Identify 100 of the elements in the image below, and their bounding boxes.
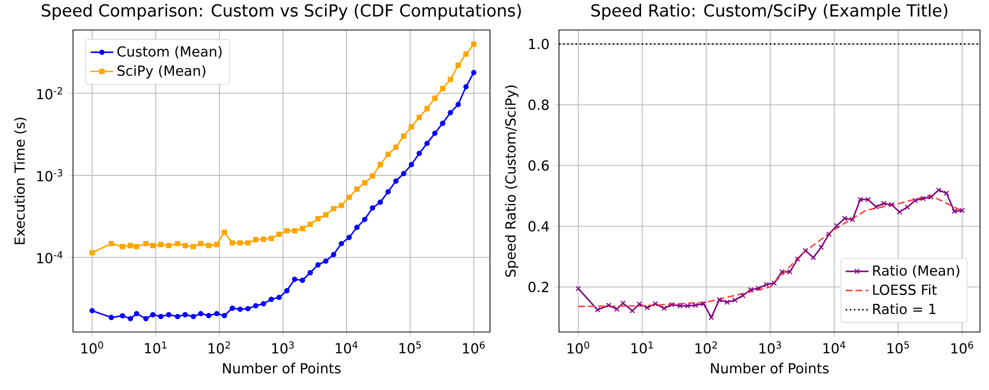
point (740, 292, 746, 298)
point (416, 114, 422, 120)
point (771, 280, 777, 286)
point (652, 301, 658, 306)
legend-label: SciPy (Mean) (118, 65, 206, 79)
point (802, 248, 808, 254)
x-tick-label: 10$^{6}$ (463, 341, 485, 354)
point (253, 303, 258, 308)
point (214, 242, 220, 248)
x-tick-label: 10$^{1}$ (145, 341, 166, 354)
point (190, 244, 196, 250)
point (198, 310, 204, 316)
point (354, 186, 360, 192)
y-axis-title: Speed Ratio (Custom/SciPy) (504, 86, 518, 277)
point (928, 194, 934, 200)
point (834, 222, 840, 228)
x-tick-label: 10$^{0}$ (568, 341, 590, 354)
point (810, 254, 816, 260)
chart-title: Speed Comparison: Custom vs SciPy (CDF Computations) (42, 4, 521, 20)
point (865, 196, 871, 202)
point (826, 231, 832, 237)
point (850, 216, 856, 222)
point (936, 187, 942, 193)
point (959, 208, 965, 214)
point (315, 216, 321, 222)
point (471, 70, 476, 76)
point (300, 226, 306, 232)
point (230, 240, 235, 246)
point (120, 313, 126, 318)
point (174, 240, 180, 246)
chart-title: Speed Ratio: Custom/SciPy (Example Title) (591, 4, 948, 20)
point (245, 306, 251, 312)
point (370, 205, 376, 211)
legend-label: LOESS Fit (873, 284, 937, 295)
point (370, 173, 376, 179)
point (276, 294, 282, 300)
x-tick-label: 10$^{3}$ (760, 341, 782, 354)
point (606, 302, 612, 308)
point (346, 194, 352, 200)
point (315, 262, 321, 268)
point (756, 286, 762, 291)
point (346, 234, 352, 240)
point (245, 240, 251, 246)
legend-label: Ratio = 1 (873, 303, 936, 314)
point (896, 209, 902, 215)
x-tick-label: 10$^{5}$ (399, 341, 421, 354)
point (424, 106, 430, 112)
point (206, 242, 212, 248)
point (300, 278, 306, 283)
x-tick-label: 10$^{0}$ (81, 341, 104, 354)
point (794, 256, 800, 262)
point (732, 297, 738, 303)
point (206, 312, 212, 318)
point (158, 314, 164, 320)
x-tick-label: 10$^{6}$ (951, 341, 974, 354)
point (182, 312, 188, 318)
point (700, 301, 706, 306)
point (669, 302, 675, 308)
point (284, 228, 290, 234)
point (143, 316, 149, 322)
y-tick-label: 0.8 (528, 99, 549, 110)
point (323, 212, 328, 218)
point (174, 314, 180, 320)
point (424, 140, 430, 146)
legend-label: Custom (Mean) (117, 46, 222, 58)
point (166, 312, 172, 318)
x-tick-label: 10$^{4}$ (823, 341, 846, 354)
point (944, 190, 950, 196)
point (308, 270, 313, 276)
point (150, 242, 156, 248)
point (385, 189, 391, 194)
point (401, 133, 406, 139)
point (716, 297, 722, 302)
point (416, 150, 422, 156)
y-tick-label: 10$^{-3}$ (37, 169, 62, 182)
point (456, 62, 461, 68)
y-tick-label: 0.2 (528, 282, 548, 292)
point (222, 230, 228, 235)
point (912, 198, 918, 204)
x-tick-label: 10$^{2}$ (696, 341, 717, 354)
point (873, 204, 879, 210)
point (888, 202, 894, 208)
point (440, 86, 446, 92)
point (253, 237, 258, 242)
x-tick-label: 10$^{1}$ (632, 341, 653, 354)
point (150, 312, 156, 318)
point (677, 303, 683, 309)
point (128, 242, 134, 248)
y-tick-label: 1.0 (529, 38, 549, 50)
point (952, 208, 958, 214)
point (858, 196, 864, 202)
point (401, 170, 406, 176)
point (230, 306, 235, 311)
point (354, 224, 360, 230)
point (330, 206, 336, 212)
point (338, 240, 344, 246)
point (463, 51, 469, 57)
point (338, 202, 344, 208)
point (393, 178, 399, 184)
point (764, 282, 770, 288)
